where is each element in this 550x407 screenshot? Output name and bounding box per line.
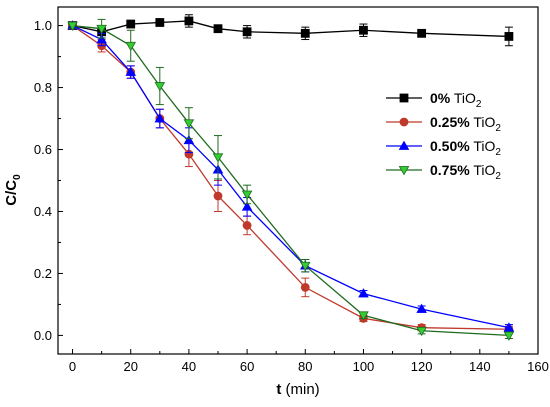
series-line [72, 20, 509, 38]
data-point [416, 303, 427, 313]
data-point [241, 201, 253, 211]
x-axis-title-bold: t [276, 381, 281, 398]
x-tick-label: 80 [298, 359, 312, 374]
data-point [184, 16, 194, 26]
series-triangle-down [67, 18, 515, 341]
data-point [504, 32, 514, 41]
legend-item: 0.50% TiO2 [386, 138, 501, 158]
series-layer [67, 14, 515, 341]
data-point [241, 190, 253, 200]
plot-frame [57, 6, 539, 355]
data-point [503, 331, 515, 341]
data-point [300, 282, 310, 292]
legend-label-rest: TiO [470, 114, 496, 130]
data-point [358, 288, 369, 298]
legend-label-sub: 2 [495, 171, 501, 182]
data-point [154, 113, 166, 123]
legend-item: 0.75% TiO2 [386, 162, 501, 182]
data-point [417, 28, 427, 38]
y-tick-label: 0.2 [34, 266, 52, 281]
legend-label: 0.25% TiO2 [430, 114, 501, 134]
data-point [503, 322, 515, 332]
data-point [213, 191, 223, 201]
data-point [416, 326, 427, 337]
x-tick-label: 160 [527, 359, 549, 374]
x-tick-label: 60 [240, 359, 254, 374]
data-point [96, 34, 107, 44]
legend-label-bold: 0.75% [430, 162, 470, 178]
x-tick-label: 40 [182, 359, 196, 374]
legend-item: 0.25% TiO2 [386, 114, 501, 134]
legend-label-bold: 0% [430, 90, 451, 106]
legend-label: 0.50% TiO2 [430, 138, 501, 158]
legend-label-bold: 0.50% [430, 138, 470, 154]
legend-item: 0% TiO2 [386, 90, 482, 110]
y-tick-label: 0.4 [34, 204, 52, 219]
x-axis-title-rest: (min) [281, 381, 319, 398]
data-point [299, 261, 311, 272]
x-tick-label: 100 [353, 359, 375, 374]
legend-label-rest: TiO [450, 90, 476, 106]
x-tick-label: 120 [411, 359, 433, 374]
legend-marker [398, 140, 410, 150]
y-axis-title: C/C0 [3, 174, 23, 206]
legend-marker [399, 93, 409, 103]
data-point [125, 66, 137, 76]
y-axis-title-sub: 0 [12, 174, 23, 180]
data-point [242, 27, 252, 37]
x-tick-label: 20 [123, 359, 137, 374]
y-axis-title-main: C/C [3, 180, 20, 206]
legend-label: 0.75% TiO2 [430, 162, 501, 182]
legend-label-sub: 2 [476, 99, 482, 110]
data-point [126, 19, 136, 29]
data-point [300, 28, 310, 38]
x-axis-title: t (min) [276, 381, 319, 398]
data-point [359, 25, 368, 35]
series-square [68, 14, 514, 47]
legend-marker [399, 117, 409, 127]
legend-label-rest: TiO [470, 138, 496, 154]
axis-ticks: 0 20 40 60 80 100 120 140 160 0.0 0.2 0.4 0.6 0.8 1.0 [34, 18, 549, 374]
legend-marker [398, 166, 410, 176]
y-tick-label: 0.0 [34, 328, 52, 343]
data-point [242, 221, 252, 230]
y-tick-label: 1.0 [34, 18, 52, 33]
x-tick-label: 0 [69, 359, 76, 374]
data-point [96, 24, 107, 35]
data-point [183, 134, 195, 145]
legend-label-sub: 2 [495, 123, 501, 134]
x-tick-label: 140 [469, 359, 491, 374]
legend-label-sub: 2 [495, 147, 501, 158]
data-point [358, 311, 369, 321]
y-tick-label: 0.8 [34, 80, 52, 95]
series-line [72, 24, 509, 337]
data-point [125, 41, 137, 52]
y-tick-label: 0.6 [34, 142, 52, 157]
legend-label-rest: TiO [470, 162, 496, 178]
data-point [183, 119, 195, 129]
data-point [154, 82, 166, 92]
data-point [155, 18, 165, 27]
legend-label: 0% TiO2 [430, 90, 482, 110]
data-point [67, 21, 78, 31]
legend-label-bold: 0.25% [430, 114, 470, 130]
data-point [213, 24, 223, 34]
data-point [212, 153, 224, 163]
